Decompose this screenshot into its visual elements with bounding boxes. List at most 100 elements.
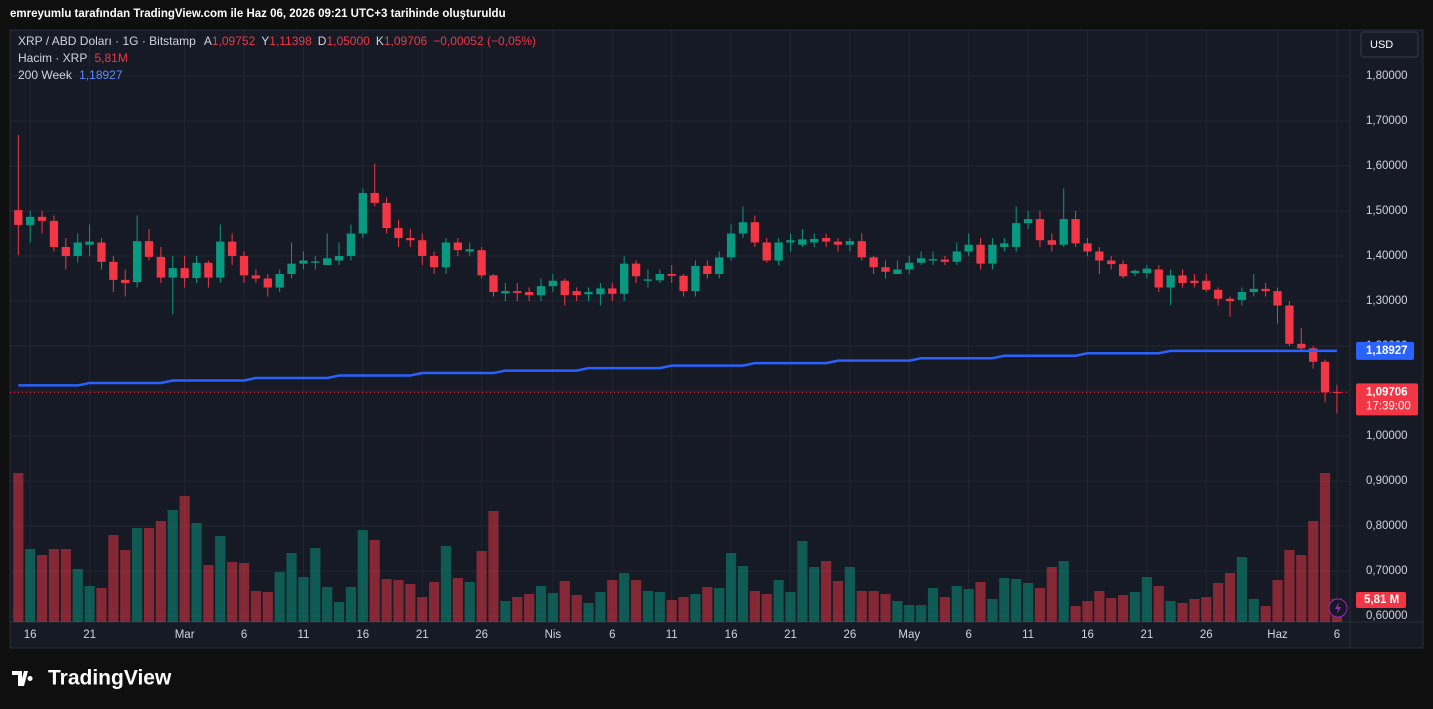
x-tick-label: 6 — [609, 629, 615, 641]
x-tick-label: May — [898, 629, 920, 641]
volume-bar — [36, 555, 48, 622]
candle-body — [1095, 251, 1104, 261]
currency[interactable]: USD — [1370, 39, 1393, 51]
volume-bar — [1213, 583, 1224, 622]
volume-bar — [1011, 579, 1022, 622]
volume-bar — [892, 601, 903, 622]
volume-bar — [702, 587, 713, 622]
candle-body — [572, 291, 581, 296]
volume-bar — [488, 511, 499, 622]
legend-row-2: Hacim · XRP 5,81M — [18, 51, 128, 65]
volume-bar — [1046, 567, 1057, 622]
ma-line — [18, 349, 1337, 387]
candle-body — [394, 228, 403, 238]
candle-body — [1237, 292, 1247, 301]
volume-bar — [357, 530, 368, 622]
volume-bar — [1094, 591, 1105, 622]
volume-bar — [630, 580, 642, 622]
x-tick-label: 16 — [725, 629, 738, 641]
ma-badge — [1356, 341, 1414, 360]
ohlc-value: 1,09706 — [384, 34, 428, 48]
candle-body — [1213, 289, 1223, 299]
volume-bar — [595, 592, 606, 622]
volume-bar — [60, 549, 71, 622]
logo-text: TradingView — [48, 667, 172, 690]
volume-bar — [951, 586, 962, 622]
candle-body — [37, 216, 47, 221]
candle-body — [216, 241, 225, 278]
volume-bar — [72, 569, 83, 622]
price-badge — [1356, 383, 1418, 416]
y-tick-label: 1,00000 — [1366, 430, 1408, 442]
candle-body — [976, 244, 985, 264]
x-tick-label: 6 — [241, 629, 247, 641]
volume-badge — [1356, 592, 1406, 608]
x-tick-label: 16 — [24, 629, 37, 641]
ma-name: 200 Week — [18, 68, 73, 82]
volume-bar — [821, 561, 832, 622]
candle-body — [1178, 275, 1187, 284]
volume-bar — [666, 600, 677, 622]
candle-body — [655, 274, 664, 281]
volume-bar — [96, 588, 107, 622]
volume-bar — [1082, 601, 1093, 622]
ohlc-value: 1,05000 — [326, 34, 370, 48]
y-tick-label: 0,80000 — [1366, 520, 1408, 532]
volume-value: 5,81M — [94, 51, 127, 65]
volume-bar — [1141, 577, 1152, 622]
candle-body — [61, 246, 70, 256]
candle-body — [418, 240, 427, 256]
volume-bar — [1248, 599, 1259, 622]
overlay: 1,18927 1,09706 17:39:00 5,81 M — [10, 341, 1418, 608]
volume-bar — [856, 591, 867, 622]
volume-bar — [440, 546, 452, 622]
ohlc-key: Y — [261, 34, 269, 48]
candle-body — [548, 280, 558, 287]
candle-body — [620, 263, 629, 294]
volume-bar — [725, 553, 737, 622]
volume-bar — [25, 549, 36, 622]
y-tick-label: 1,80000 — [1366, 70, 1408, 82]
y-tick-label: 1,60000 — [1366, 160, 1408, 172]
currency-button[interactable] — [1360, 31, 1419, 58]
candle-body — [168, 268, 177, 278]
volume-bar — [369, 540, 380, 622]
volume-bar — [1106, 598, 1117, 622]
candle-body — [97, 242, 106, 262]
candle-body — [810, 238, 819, 243]
candle-body — [1249, 288, 1258, 293]
candle-body — [1297, 343, 1306, 349]
candle-body — [323, 258, 332, 265]
volume-bar — [927, 588, 939, 622]
symbol: XRP / ABD Doları · 1G · Bitstamp — [18, 34, 196, 48]
candle-body — [370, 192, 379, 203]
candle-body — [477, 250, 486, 276]
volume-bar — [227, 562, 238, 622]
volume-bar — [916, 605, 927, 622]
candle-body — [1190, 280, 1199, 284]
volume-bar — [939, 597, 951, 622]
volume-bar — [1165, 601, 1176, 622]
candle-body — [1071, 219, 1080, 244]
candle-body — [85, 241, 94, 245]
candle-body — [608, 288, 617, 294]
volume-bar — [298, 577, 309, 622]
volume-bar — [322, 587, 333, 622]
candle-body — [275, 274, 284, 288]
candle-body — [1309, 348, 1318, 362]
volume-bar — [1034, 588, 1046, 622]
volume-bar — [84, 586, 95, 622]
candle-body — [1107, 260, 1116, 265]
volume-bar — [274, 572, 285, 622]
volume-bar — [452, 578, 463, 622]
ohlc-value: 1,11398 — [269, 34, 312, 48]
candle-body — [1059, 219, 1068, 245]
candle-body — [109, 261, 118, 280]
candle-body — [1273, 291, 1282, 306]
candle-body — [204, 262, 213, 278]
candle-body — [928, 259, 938, 261]
volume-bar — [393, 580, 404, 622]
volume-bar — [773, 580, 784, 622]
y-tick-label: 1,40000 — [1366, 250, 1408, 262]
